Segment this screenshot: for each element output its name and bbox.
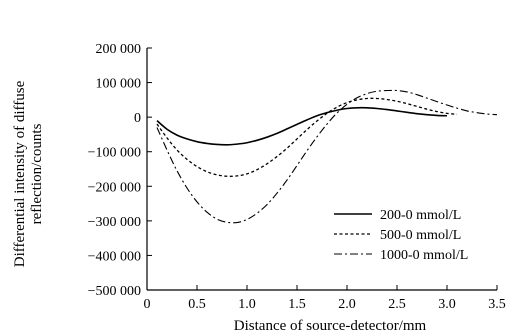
series-line-3 — [156, 89, 498, 224]
series-lines — [156, 89, 498, 224]
axis-labels: Distance of source-detector/mm Differenti… — [12, 80, 427, 334]
x-tick-label: 0 — [144, 297, 151, 312]
x-tick-label: 3.5 — [488, 297, 506, 312]
y-tick-label: 0 — [134, 111, 141, 126]
x-tick-label: 0.5 — [188, 297, 206, 312]
legend: 200-0 mmol/L 500-0 mmol/L 1000-0 mmol/L — [334, 208, 468, 263]
y-axis-label-line: reflection/counts — [29, 123, 45, 224]
y-tick-label: −200 000 — [88, 180, 141, 195]
x-tick-label: 2.0 — [338, 297, 356, 312]
x-tick-label: 2.5 — [388, 297, 406, 312]
x-tick-label: 1.5 — [288, 297, 306, 312]
series-line-2 — [156, 97, 458, 177]
x-axis-label: Distance of source-detector/mm — [234, 318, 427, 334]
y-tick-label: −500 000 — [88, 284, 141, 299]
legend-label-2: 500-0 mmol/L — [380, 228, 461, 243]
x-tick-label: 3.0 — [438, 297, 456, 312]
series-line-1 — [156, 106, 448, 146]
y-tick-label: −400 000 — [88, 249, 141, 264]
y-tick-label: −300 000 — [88, 215, 141, 230]
y-tick-label: 200 000 — [96, 42, 142, 57]
x-tick-label: 1.0 — [238, 297, 256, 312]
y-axis-label: Differential intensity of diffusereflect… — [12, 80, 45, 267]
legend-label-3: 1000-0 mmol/L — [380, 248, 468, 263]
legend-label-1: 200-0 mmol/L — [380, 208, 461, 223]
y-axis-label-line: Differential intensity of diffuse — [12, 80, 28, 267]
y-tick-label: −100 000 — [88, 146, 141, 161]
ticks: 200 000 100 000 0 −100 000 −200 000 −300 000 −… — [88, 42, 506, 312]
axes — [146, 48, 497, 291]
y-tick-label: 100 000 — [96, 77, 142, 92]
